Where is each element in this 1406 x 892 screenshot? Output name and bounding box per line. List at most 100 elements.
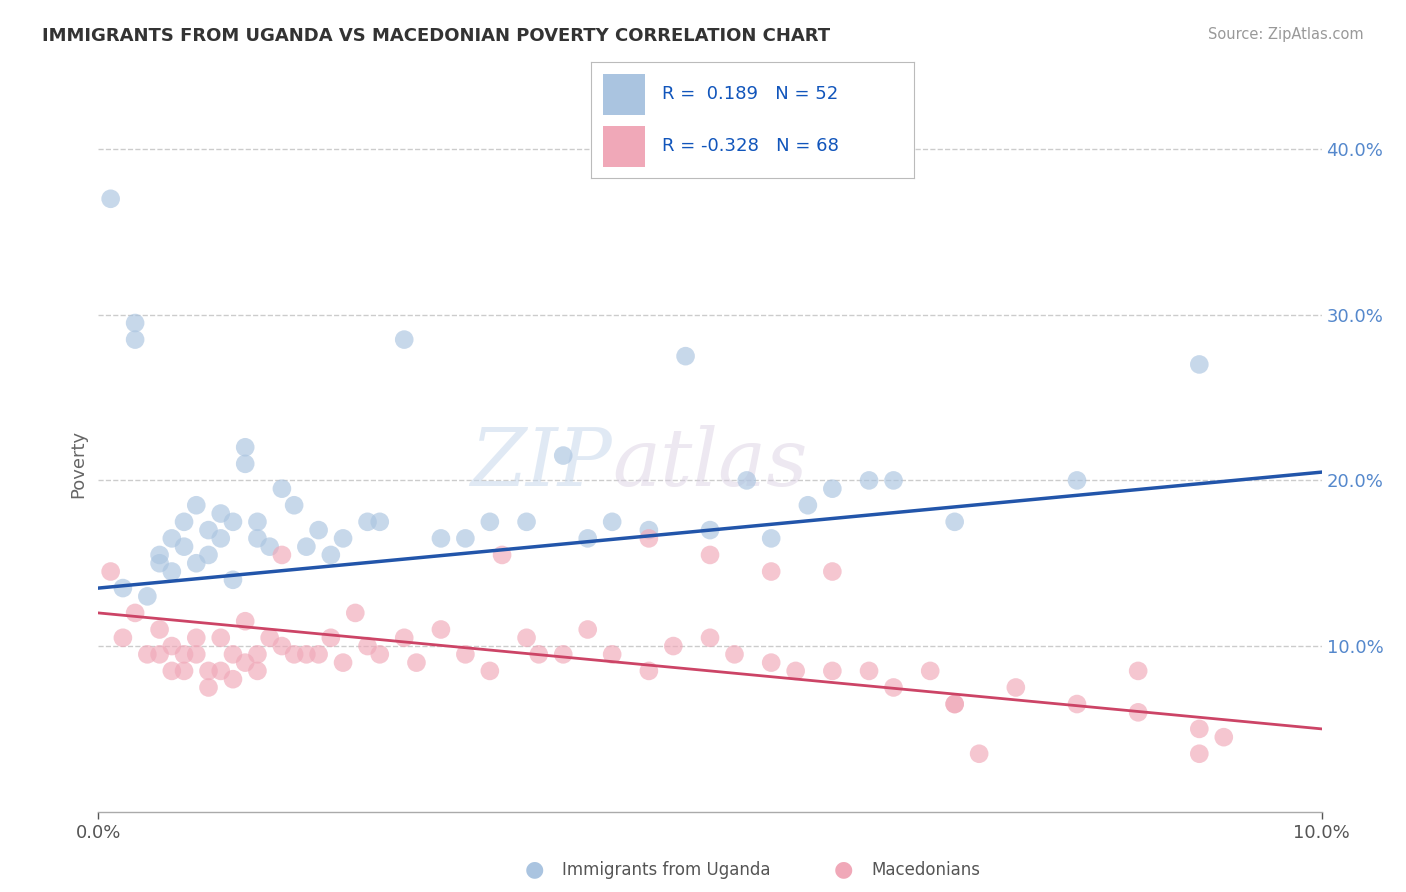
Point (858, 474, 880, 488)
Point (246, 515, 269, 529)
Point (222, 573, 245, 587)
Point (100, 192, 122, 206)
Point (270, 548, 292, 562)
Point (197, 548, 219, 562)
Point (136, 648, 159, 662)
Point (675, 349, 697, 363)
Bar (603, 126, 645, 167)
Bar (603, 74, 645, 114)
Point (270, 482, 292, 496)
Point (662, 639, 685, 653)
Point (259, 631, 281, 645)
Point (283, 648, 305, 662)
Point (759, 532, 782, 546)
Point (759, 656, 782, 670)
Point (186, 648, 208, 662)
Point (319, 548, 342, 562)
Point (209, 532, 232, 546)
Point (735, 474, 758, 488)
Point (516, 515, 538, 529)
Point (478, 664, 501, 678)
Text: Macedonians: Macedonians (872, 861, 981, 879)
Point (344, 606, 367, 620)
Point (821, 664, 844, 678)
Point (723, 648, 745, 662)
Point (295, 540, 318, 554)
Text: R = -0.328   N = 68: R = -0.328 N = 68 (662, 137, 838, 155)
Point (197, 681, 219, 695)
Y-axis label: Poverty: Poverty (69, 430, 87, 498)
Point (149, 623, 172, 637)
Point (246, 648, 269, 662)
Point (821, 565, 844, 579)
Point (197, 664, 219, 678)
Point (173, 515, 195, 529)
Point (553, 449, 575, 463)
Point (368, 515, 391, 529)
Point (430, 623, 453, 637)
Point (430, 532, 453, 546)
Point (454, 532, 477, 546)
Point (222, 648, 245, 662)
Point (222, 515, 245, 529)
Point (943, 515, 966, 529)
Point (186, 556, 208, 570)
Point (491, 548, 513, 562)
Point (699, 548, 721, 562)
Point (246, 532, 269, 546)
Point (319, 631, 342, 645)
Point (149, 556, 172, 570)
Point (173, 540, 195, 554)
Point (259, 540, 281, 554)
Text: ZIP: ZIP (471, 425, 612, 502)
Point (124, 316, 146, 330)
Point (222, 672, 245, 686)
Point (1128, 664, 1150, 678)
Point (197, 523, 219, 537)
Point (332, 656, 354, 670)
Point (308, 648, 330, 662)
Point (516, 631, 538, 645)
Point (160, 565, 183, 579)
Point (576, 532, 599, 546)
Point (527, 648, 550, 662)
Point (246, 664, 269, 678)
Point (356, 515, 378, 529)
Point (699, 523, 721, 537)
Point (1212, 730, 1234, 744)
Text: IMMIGRANTS FROM UGANDA VS MACEDONIAN POVERTY CORRELATION CHART: IMMIGRANTS FROM UGANDA VS MACEDONIAN POV… (42, 27, 831, 45)
Point (600, 515, 623, 529)
Point (405, 656, 427, 670)
Point (1188, 722, 1211, 736)
Point (1128, 706, 1150, 720)
Point (1188, 358, 1211, 372)
Text: R =  0.189   N = 52: R = 0.189 N = 52 (662, 86, 838, 103)
Point (160, 664, 183, 678)
Point (173, 648, 195, 662)
Point (1066, 474, 1088, 488)
Point (699, 631, 721, 645)
Text: ●: ● (524, 860, 544, 880)
Point (356, 639, 378, 653)
Point (186, 498, 208, 512)
Point (160, 532, 183, 546)
Text: ●: ● (834, 860, 853, 880)
Point (149, 548, 172, 562)
Point (160, 639, 183, 653)
Point (943, 697, 966, 711)
Point (637, 664, 661, 678)
Point (136, 590, 159, 604)
Point (1004, 681, 1026, 695)
Point (454, 648, 477, 662)
Point (392, 631, 416, 645)
Text: Immigrants from Uganda: Immigrants from Uganda (562, 861, 770, 879)
Point (149, 648, 172, 662)
Point (100, 565, 122, 579)
Point (233, 440, 256, 454)
Point (785, 664, 807, 678)
Text: Source: ZipAtlas.com: Source: ZipAtlas.com (1208, 27, 1364, 42)
Point (943, 697, 966, 711)
Point (637, 532, 661, 546)
Point (295, 648, 318, 662)
Point (821, 482, 844, 496)
